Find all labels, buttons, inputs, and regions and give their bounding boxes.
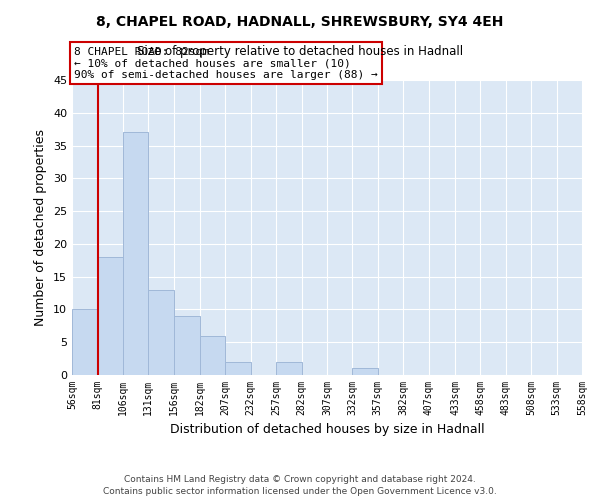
Bar	[72, 310, 97, 375]
Bar	[97, 257, 123, 375]
Text: 8, CHAPEL ROAD, HADNALL, SHREWSBURY, SY4 4EH: 8, CHAPEL ROAD, HADNALL, SHREWSBURY, SY4…	[97, 15, 503, 29]
Text: Contains HM Land Registry data © Crown copyright and database right 2024.: Contains HM Land Registry data © Crown c…	[124, 475, 476, 484]
X-axis label: Distribution of detached houses by size in Hadnall: Distribution of detached houses by size …	[170, 424, 484, 436]
Bar	[276, 362, 302, 375]
Bar	[200, 336, 226, 375]
Text: 8 CHAPEL ROAD: 82sqm
← 10% of detached houses are smaller (10)
90% of semi-detac: 8 CHAPEL ROAD: 82sqm ← 10% of detached h…	[74, 47, 378, 80]
Bar	[173, 316, 200, 375]
Text: Size of property relative to detached houses in Hadnall: Size of property relative to detached ho…	[137, 45, 463, 58]
Y-axis label: Number of detached properties: Number of detached properties	[34, 129, 47, 326]
Bar	[148, 290, 173, 375]
Bar	[123, 132, 148, 375]
Bar	[226, 362, 251, 375]
Bar	[352, 368, 378, 375]
Text: Contains public sector information licensed under the Open Government Licence v3: Contains public sector information licen…	[103, 488, 497, 496]
